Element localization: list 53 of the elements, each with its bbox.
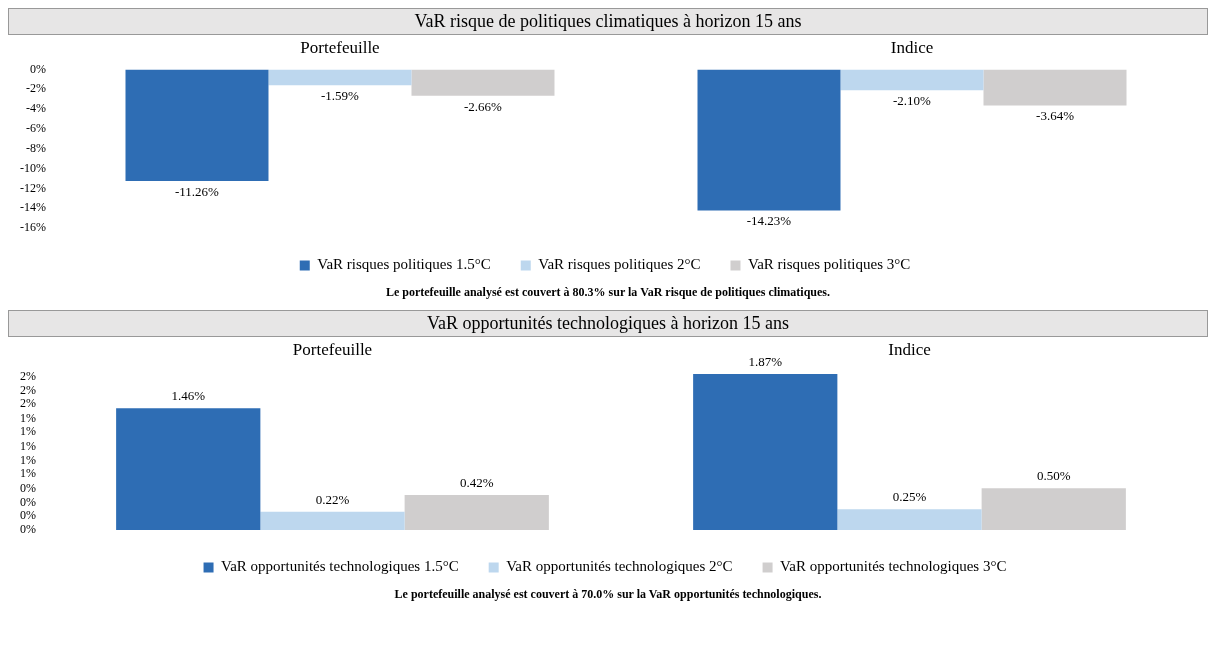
y-tick-label: 0% (20, 481, 36, 496)
data-label: -11.26% (175, 183, 220, 199)
bar (404, 494, 549, 530)
x-tick-label: Indice (890, 37, 934, 57)
y-tick-label: -2% (25, 81, 46, 96)
y-tick-label: -8% (25, 140, 46, 155)
y-tick-label: 0% (20, 522, 36, 537)
text: Le portefeuille analysé est couvert à 70.0% sur la VaR opportunités technologiques. (393, 586, 823, 603)
text: Le portefeuille analysé est couvert à 80.3% sur la VaR risque de politiques climatiques. (384, 284, 832, 301)
y-tick-label: -12% (19, 180, 46, 195)
data-label: -2.10% (893, 93, 932, 109)
data-label: 0.25% (892, 489, 927, 505)
data-label: 0.50% (1036, 468, 1071, 484)
y-tick-label: 1% (20, 466, 36, 481)
chart-title: VaR opportunités technologiques à horizon 15 ans (8, 310, 1208, 337)
x-tick-label: Indice (888, 339, 931, 359)
bar (260, 511, 405, 530)
y-tick-label: -10% (19, 160, 46, 175)
y-tick-label: 0% (29, 61, 46, 76)
y-tick-label: 0% (20, 494, 36, 509)
data-label: 0.22% (315, 491, 350, 507)
y-tick-label: -16% (19, 220, 46, 235)
y-tick-label: 0% (20, 507, 36, 522)
legend-label: VaR risques politiques 3°C (748, 256, 911, 273)
data-label: 0.42% (459, 474, 494, 490)
legend-label: VaR opportunités technologiques 1.5°C (221, 558, 459, 575)
data-label: -1.59% (321, 88, 360, 104)
y-tick-label: 1% (20, 438, 36, 453)
x-tick-label: Portefeuille (292, 339, 373, 359)
y-tick-label: 2% (20, 368, 36, 383)
y-tick-label: 2% (20, 396, 36, 411)
y-tick-label: 1% (20, 452, 36, 467)
data-label: -2.66% (464, 98, 503, 114)
y-tick-label: -14% (19, 200, 46, 215)
legend-label: VaR opportunités technologiques 2°C (506, 558, 733, 575)
data-label: -3.64% (1036, 108, 1075, 124)
bar (693, 373, 838, 530)
y-tick-label: -6% (25, 121, 46, 136)
data-label: 1.46% (171, 388, 206, 404)
chart-title: VaR risque de politiques climatiques à horizon 15 ans (8, 8, 1208, 35)
bar (116, 408, 261, 530)
data-label: 1.87% (748, 353, 783, 369)
x-tick-label: Portefeuille (300, 37, 380, 57)
legend-label: VaR opportunités technologiques 3°C (780, 558, 1007, 575)
y-tick-label: -4% (25, 101, 46, 116)
data-label: -14.23% (746, 213, 792, 229)
bar (837, 509, 982, 530)
legend-label: VaR risques politiques 1.5°C (317, 256, 491, 273)
bar (981, 488, 1126, 530)
y-tick-label: 1% (20, 411, 36, 426)
legend-label: VaR risques politiques 2°C (538, 256, 701, 273)
y-tick-label: 2% (20, 382, 36, 397)
y-tick-label: 1% (20, 424, 36, 439)
